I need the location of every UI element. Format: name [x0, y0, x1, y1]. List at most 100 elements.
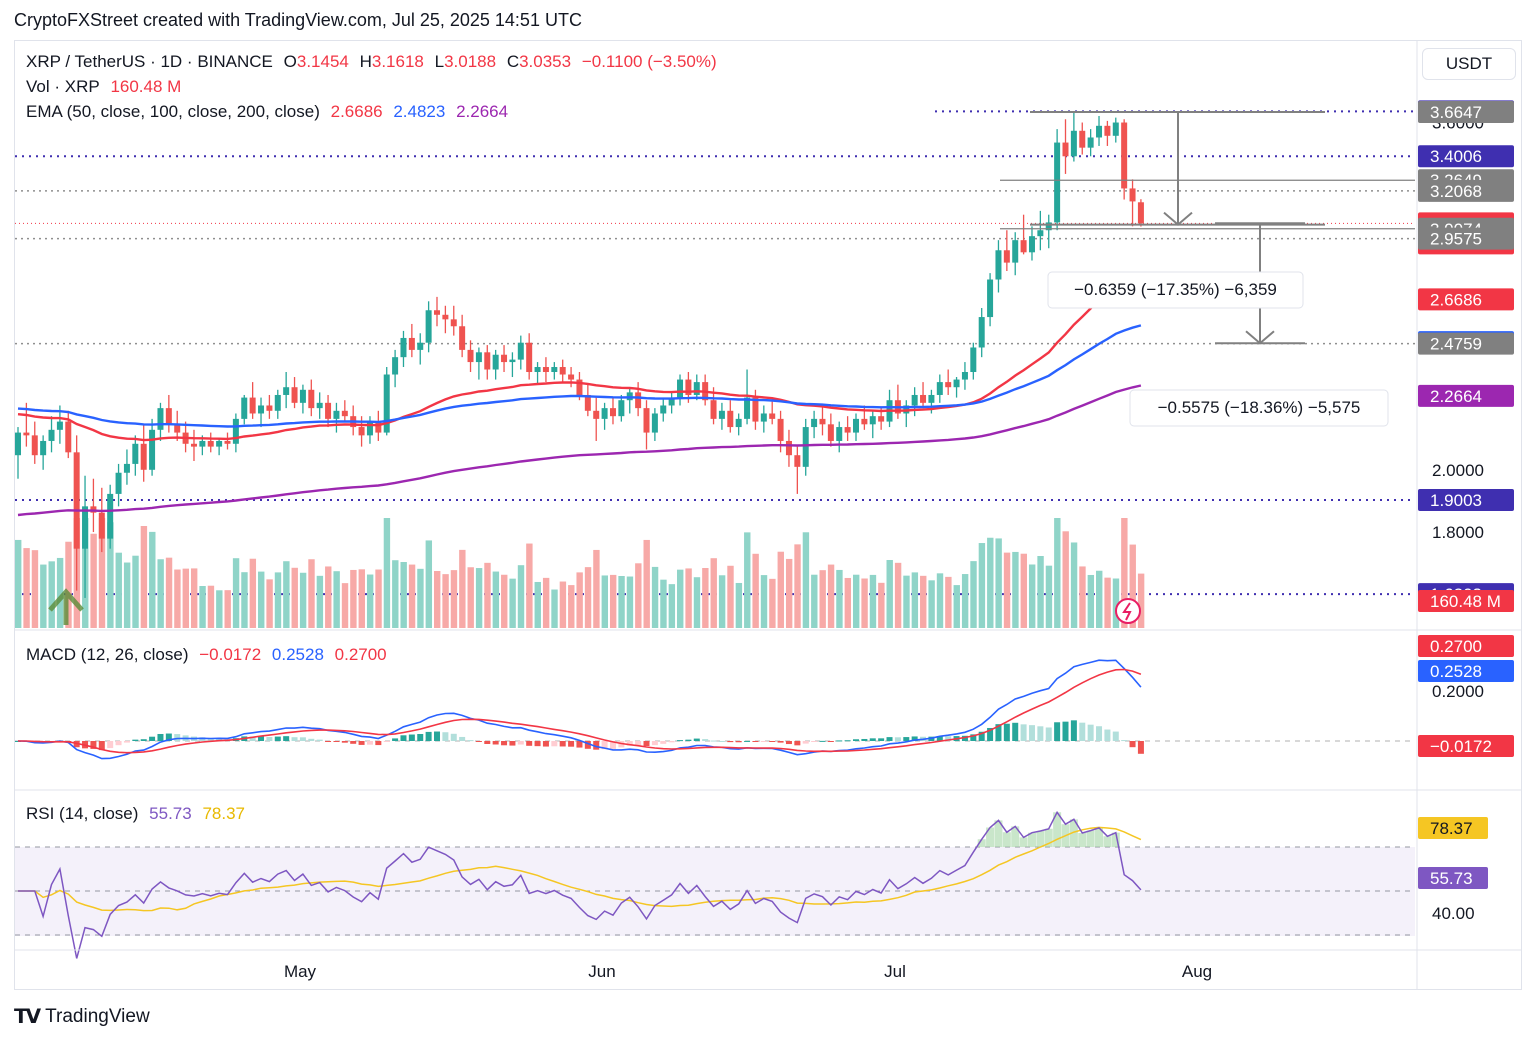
volume-bar	[1054, 518, 1061, 628]
ema50-value: 2.6686	[330, 102, 383, 121]
macd-histogram-bar	[752, 741, 759, 742]
candle-body	[961, 372, 968, 380]
candle-body	[635, 392, 642, 409]
price-axis-label	[1418, 332, 1514, 355]
volume-bar	[56, 557, 64, 628]
macd-histogram-bar	[266, 736, 273, 741]
volume-bar	[953, 585, 960, 628]
volume-legend: Vol · XRP 160.48 M	[26, 77, 187, 97]
volume-bar	[98, 518, 106, 628]
macd-histogram-bar	[668, 741, 675, 743]
volume-bar	[844, 577, 852, 628]
macd-histogram-bar	[140, 739, 147, 741]
macd-histogram-bar	[693, 738, 700, 741]
rsi-line	[18, 810, 1142, 959]
macd-histogram-bar	[132, 739, 139, 741]
rsi-value: 55.73	[149, 804, 192, 823]
macd-histogram-bar	[392, 738, 399, 741]
candle-body	[1104, 125, 1111, 136]
candle-body	[777, 418, 784, 441]
macd-histogram-bar	[149, 736, 156, 741]
candle-body	[752, 397, 759, 422]
volume-bar	[467, 567, 474, 628]
candle-body	[1087, 137, 1094, 148]
volume-bar	[517, 565, 525, 628]
ema-legend: EMA (50, close, 100, close, 200, close) …	[26, 102, 514, 122]
volume-bar	[207, 585, 215, 628]
volume-bar	[526, 543, 533, 628]
macd-histogram-bar	[1003, 723, 1010, 741]
price-axis-label-text: 3.6647	[1430, 103, 1482, 122]
volume-bar	[542, 577, 550, 628]
price-axis-label-text: 2.4759	[1430, 335, 1482, 354]
volume-bar	[157, 559, 164, 628]
macd-histogram-bar	[861, 738, 868, 741]
macd-histogram-bar	[744, 740, 751, 742]
candle-body	[341, 410, 348, 417]
measure-label: −0.5575 (−18.36%) −5,575	[1158, 398, 1361, 417]
candle-body	[995, 250, 1002, 280]
macd-histogram-bar	[383, 741, 390, 742]
volume-bar	[325, 566, 332, 628]
macd-histogram-bar	[358, 741, 365, 745]
macd-histogram-bar	[827, 741, 834, 742]
x-tick: Jul	[884, 962, 906, 981]
change-value: −0.1100 (−3.50%)	[581, 52, 717, 71]
ema200-value: 2.2664	[456, 102, 509, 121]
volume-bar	[651, 566, 659, 628]
candle-body	[970, 347, 977, 373]
volume-bar	[836, 569, 843, 628]
volume-bar	[459, 549, 466, 628]
macd-histogram-bar	[819, 740, 826, 742]
ema200-line	[17, 384, 1142, 517]
candle-body	[216, 440, 223, 447]
candle-body	[693, 382, 700, 395]
macd-histogram-bar	[1012, 722, 1019, 741]
currency-button[interactable]: USDT	[1422, 48, 1516, 80]
volume-bar	[132, 555, 139, 628]
macd-histogram-bar	[484, 741, 491, 744]
macd-histogram-bar	[551, 741, 558, 747]
volume-bar	[1045, 565, 1053, 628]
candle-body	[224, 440, 231, 444]
macd-histogram-bar	[417, 733, 424, 741]
volume-bar	[777, 551, 784, 628]
macd-histogram-bar	[258, 736, 265, 741]
macd-histogram-bar	[911, 736, 918, 741]
close-value: 3.0353	[519, 52, 572, 71]
macd-histogram-bar	[903, 737, 910, 741]
volume-bar	[115, 552, 122, 628]
candle-body	[978, 317, 985, 348]
candle-body	[459, 326, 466, 350]
volume-bar	[802, 532, 810, 628]
macd-histogram-bar	[593, 741, 600, 750]
macd-histogram-bar	[517, 741, 524, 745]
volume-bar	[618, 576, 625, 628]
candle-body	[157, 408, 164, 430]
volume-bar	[920, 575, 927, 628]
candle-body	[769, 413, 776, 419]
macd-histogram-bar	[961, 735, 968, 741]
volume-bar	[350, 569, 357, 628]
candle-body	[651, 413, 658, 433]
price-axis-label-text: 3.4006	[1430, 147, 1482, 166]
candle-body	[677, 379, 684, 398]
candle-body	[827, 424, 834, 441]
macd-histogram-bar	[568, 741, 575, 747]
macd-histogram-bar	[199, 737, 206, 741]
candle-body	[844, 427, 851, 433]
candle-body	[232, 418, 239, 444]
macd-histogram-bar	[450, 733, 457, 741]
candle-body	[40, 440, 47, 456]
volume-bar	[1003, 552, 1011, 628]
macd-histogram-bar	[366, 741, 373, 745]
x-tick: Aug	[1182, 962, 1212, 981]
volume-bar	[811, 574, 818, 628]
macd-histogram-bar	[718, 740, 725, 742]
macd-histogram-bar	[677, 740, 684, 742]
volume-bar	[65, 541, 72, 628]
candle-body	[56, 421, 63, 430]
low-label: L	[434, 52, 445, 71]
candle-body	[434, 310, 440, 315]
